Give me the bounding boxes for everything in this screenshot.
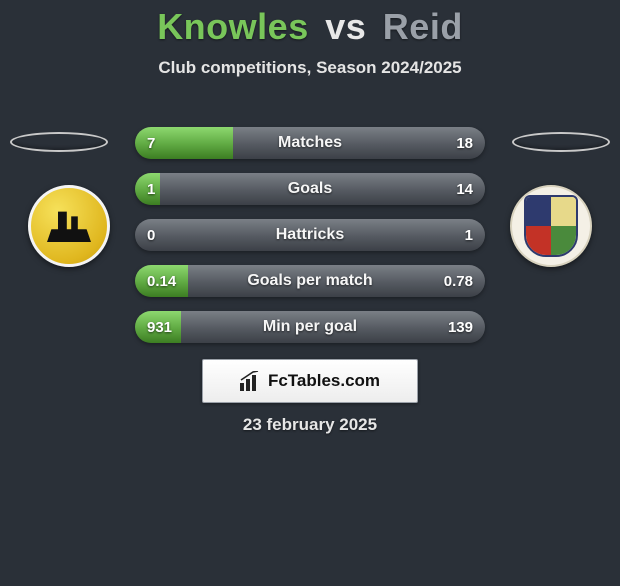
page-title: Knowles vs Reid xyxy=(0,6,620,48)
brand-link[interactable]: FcTables.com xyxy=(202,359,418,403)
player2-name: Reid xyxy=(383,6,463,47)
bar-left-fill xyxy=(135,173,160,205)
player-slot-left xyxy=(10,132,108,152)
bar-left-fill xyxy=(135,265,188,297)
bar-left-fill xyxy=(135,311,181,343)
vs-text: vs xyxy=(325,6,366,47)
bar-right-fill xyxy=(181,311,486,343)
bar-right-fill xyxy=(188,265,486,297)
bar-right-fill xyxy=(160,173,486,205)
bar-goals-per-match: 0.14 Goals per match 0.78 xyxy=(135,265,485,297)
player1-name: Knowles xyxy=(157,6,309,47)
date-text: 23 february 2025 xyxy=(0,415,620,435)
club-crest-left xyxy=(28,185,110,267)
subtitle: Club competitions, Season 2024/2025 xyxy=(0,58,620,78)
brand-text: FcTables.com xyxy=(268,371,380,391)
bar-left-fill xyxy=(135,127,233,159)
bar-goals: 1 Goals 14 xyxy=(135,173,485,205)
bar-right-fill xyxy=(233,127,485,159)
comparison-bars: 7 Matches 18 1 Goals 14 0 Hattricks 1 0.… xyxy=(135,127,485,357)
ship-icon xyxy=(47,210,91,242)
bar-right-fill xyxy=(135,219,485,251)
bar-chart-icon xyxy=(240,371,262,391)
shield-icon xyxy=(524,195,578,257)
bar-hattricks: 0 Hattricks 1 xyxy=(135,219,485,251)
player-slot-right xyxy=(512,132,610,152)
bar-min-per-goal: 931 Min per goal 139 xyxy=(135,311,485,343)
club-crest-right xyxy=(510,185,592,267)
bar-matches: 7 Matches 18 xyxy=(135,127,485,159)
